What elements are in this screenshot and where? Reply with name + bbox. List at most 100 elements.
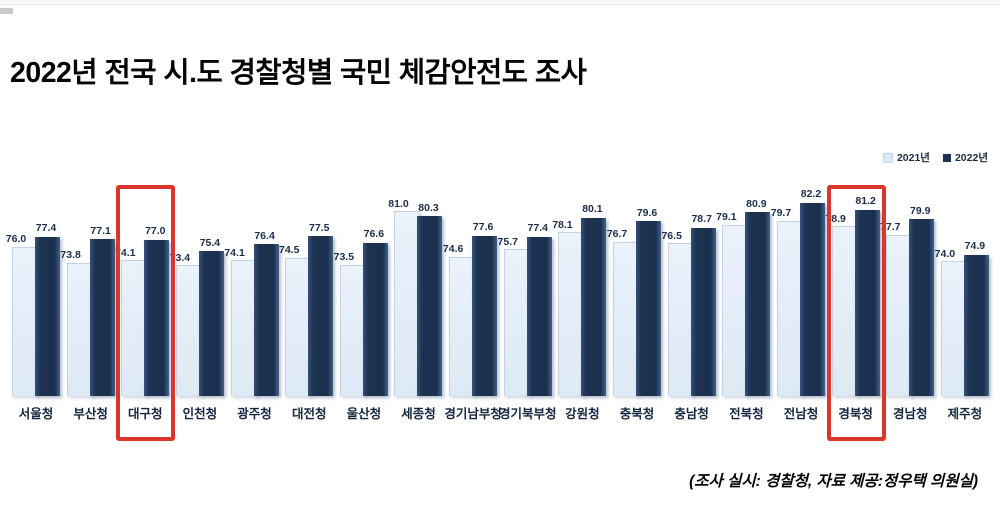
- value-label-2022: 76.6: [363, 228, 385, 241]
- bar-group: 74.1 77.0: [115, 196, 170, 396]
- top-strip: [0, 0, 1000, 5]
- bar-2022: [745, 212, 771, 396]
- value-label-2021: 74.5: [278, 244, 300, 257]
- bar-group: 77.7 79.9: [880, 196, 935, 396]
- legend-label-2022: 2022년: [954, 152, 988, 164]
- bar-2022: [690, 227, 716, 396]
- value-label-2021: 73.8: [60, 249, 81, 262]
- bar-2022: [963, 254, 989, 396]
- category-label: 부산청: [73, 407, 108, 421]
- value-label-2021: 76.7: [606, 228, 628, 241]
- value-label-2022: 82.2: [800, 188, 822, 201]
- legend-label-2021: 2021년: [896, 152, 930, 164]
- bar-2021: [776, 220, 803, 396]
- category-label: 경북청: [838, 407, 873, 421]
- bar-group: 73.8 77.1: [60, 196, 115, 396]
- bars-row: 76.0 77.4 73.8 77.1 74.1 77.0 73.4 75.4 74.1 76.4…: [6, 189, 989, 396]
- value-label-2021: 75.7: [497, 235, 518, 248]
- value-label-2022: 79.9: [910, 204, 931, 217]
- value-label-2021: 76.5: [661, 229, 682, 242]
- bar-2021: [558, 232, 585, 396]
- value-label-2022: 77.0: [145, 225, 166, 238]
- bar-2021: [230, 260, 257, 396]
- category-label: 광주청: [237, 407, 272, 421]
- bar-2022: [909, 219, 935, 396]
- value-label-2022: 76.4: [254, 229, 275, 242]
- bar-group: 74.0 74.9: [935, 196, 989, 396]
- category-labels-row: 서울청 부산청 대구청 인천청 광주청 대전청 울산청 세종청 경기남부청 경기북부청 강원청 충북청…: [12, 403, 989, 422]
- value-label-2022: 80.3: [418, 201, 439, 214]
- bar-2022: [35, 236, 60, 396]
- category-label: 충남청: [674, 407, 709, 421]
- category-label: 전북청: [729, 407, 764, 421]
- bar-group: 79.1 80.9: [716, 196, 771, 396]
- value-label-2022: 77.4: [527, 222, 548, 235]
- value-label-2021: 81.0: [388, 197, 409, 210]
- bar-group: 74.1 76.4: [224, 196, 279, 396]
- value-label-2022: 75.4: [199, 236, 221, 249]
- value-label-2022: 81.2: [855, 195, 876, 208]
- bar-group: 76.5 78.7: [661, 196, 716, 396]
- value-label-2022: 77.6: [472, 221, 494, 234]
- bar-group: 74.5 77.5: [279, 196, 334, 396]
- corner-artifact: [0, 8, 13, 14]
- value-label-2022: 80.9: [746, 197, 767, 210]
- value-label-2021: 73.4: [169, 251, 191, 264]
- value-label-2022: 80.1: [582, 203, 603, 216]
- highlight-box: [826, 185, 886, 441]
- value-label-2021: 73.5: [333, 251, 355, 264]
- bar-group: 75.7 77.4: [498, 196, 552, 396]
- bar-group: 76.7 79.6: [607, 196, 662, 396]
- bar-group: 76.0 77.4: [6, 196, 60, 396]
- category-label: 서울청: [18, 407, 54, 421]
- bar-group: 78.1 80.1: [552, 196, 607, 396]
- bar-2022: [144, 239, 170, 396]
- bar-group: 73.5 76.6: [334, 196, 388, 396]
- bar-2021: [121, 260, 148, 396]
- bar-group: 78.9 81.2: [825, 195, 880, 396]
- bar-group: 74.6 77.6: [443, 196, 498, 396]
- bar-2021: [503, 249, 530, 396]
- bar-2022: [472, 235, 498, 396]
- bar-2022: [854, 209, 880, 396]
- bar-2022: [198, 251, 224, 396]
- category-label: 경기남부청: [444, 407, 502, 421]
- legend-item-2021: 2021년: [882, 150, 930, 165]
- bar-2021: [339, 264, 366, 396]
- bar-2022: [308, 236, 334, 396]
- value-label-2021: 79.1: [716, 211, 737, 224]
- category-label: 충북청: [619, 407, 655, 421]
- legend: 2021년 2022년: [882, 150, 988, 165]
- bar-2022: [253, 244, 279, 396]
- legend-item-2022: 2022년: [942, 150, 988, 165]
- bar-group: 73.4 75.4: [170, 196, 224, 396]
- category-label: 경기북부청: [499, 407, 557, 421]
- bar-2021: [449, 256, 476, 396]
- value-label-2022: 77.1: [90, 224, 111, 237]
- category-label: 경남청: [892, 407, 928, 421]
- bar-group: 81.0 80.3: [388, 196, 443, 396]
- legend-swatch-2021: [882, 152, 893, 163]
- legend-swatch-2022: [942, 153, 951, 162]
- category-label: 울산청: [346, 407, 382, 421]
- bar-2022: [89, 239, 115, 396]
- bar-2022: [362, 242, 388, 396]
- chart-footer: (조사 실시: 경찰청, 자료 제공:정우택 의원실): [689, 473, 978, 490]
- highlight-box: [115, 185, 175, 441]
- bar-2022: [799, 202, 825, 396]
- bar-2021: [940, 261, 967, 396]
- value-label-2022: 78.7: [691, 213, 712, 226]
- bar-2022: [417, 216, 443, 396]
- value-label-2021: 74.1: [115, 246, 136, 259]
- category-label: 인천청: [182, 407, 218, 421]
- category-label: 제주청: [947, 407, 983, 421]
- value-label-2022: 77.4: [35, 222, 57, 235]
- value-label-2022: 77.5: [308, 221, 330, 234]
- category-label: 세종청: [401, 407, 436, 421]
- value-label-2021: 79.7: [770, 207, 792, 220]
- category-label: 전남청: [783, 407, 819, 421]
- bar-2022: [636, 221, 662, 396]
- bar-group: 79.7 82.2: [771, 189, 825, 396]
- bar-2021: [667, 243, 694, 396]
